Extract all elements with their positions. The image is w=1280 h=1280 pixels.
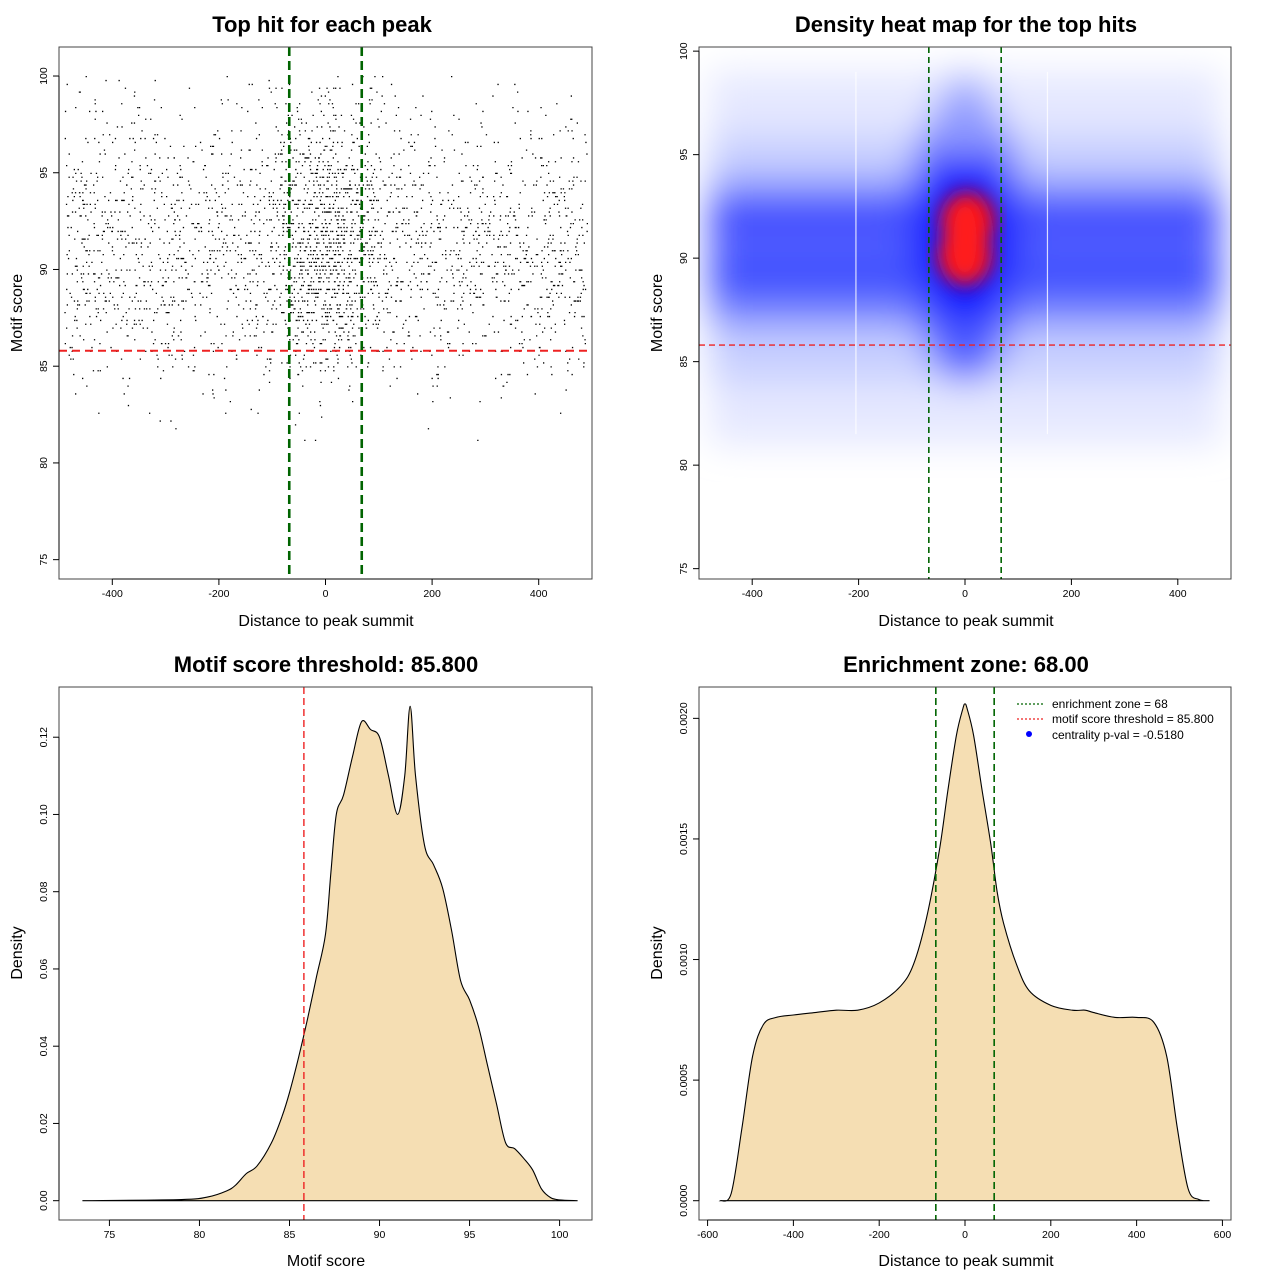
distance-density-x-axis: -600 -400 -200 0 200 400 600 — [697, 1219, 1232, 1241]
scatter-x-label: Distance to peak summit — [238, 613, 414, 630]
distance-density-y-tick-label: 0.0005 — [678, 1064, 690, 1096]
heatmap-y-label: Motif score — [649, 274, 666, 352]
score-density-x-tick-label: 90 — [374, 1229, 386, 1241]
distance-density-x-tick-label: 400 — [1128, 1229, 1146, 1241]
legend: enrichment zone = 68 motif score thresho… — [1017, 697, 1214, 742]
heatmap-x-tick-label: 400 — [1169, 588, 1187, 600]
distance-density-y-tick-label: 0.0015 — [678, 823, 690, 855]
heatmap-x-tick-label: -400 — [742, 588, 763, 600]
scatter-y-tick-label: 75 — [38, 554, 50, 566]
distance-density-x-tick-label: 600 — [1214, 1229, 1232, 1241]
distance-density-y-tick-label: 0.0010 — [678, 943, 690, 975]
scatter-x-tick-label: -200 — [208, 588, 229, 600]
scatter-y-tick-label: 100 — [38, 67, 50, 85]
score-density-y-tick-label: 0.02 — [38, 1113, 50, 1134]
heatmap-title: Density heat map for the top hits — [795, 12, 1137, 37]
score-density-x-tick-label: 80 — [194, 1229, 206, 1241]
scatter-y-tick-label: 90 — [38, 263, 50, 275]
score-density-x-axis: 75 80 85 90 95 100 — [104, 1219, 569, 1241]
scatter-x-tick-label: 0 — [323, 588, 329, 600]
distance-density-y-tick-label: 0.0020 — [678, 702, 690, 734]
distance-density-x-tick-label: 0 — [962, 1229, 968, 1241]
scatter-y-tick-label: 80 — [38, 457, 50, 469]
legend-enrichment-label: enrichment zone = 68 — [1052, 697, 1168, 711]
legend-threshold-label: motif score threshold = 85.800 — [1052, 712, 1214, 726]
scatter-panel: Top hit for each peak -400 -200 0 200 400 75… — [9, 12, 593, 630]
score-density-y-tick-label: 0.10 — [38, 804, 50, 825]
scatter-x-tick-label: -400 — [102, 588, 123, 600]
distance-density-x-tick-label: 200 — [1042, 1229, 1060, 1241]
distance-density-y-tick-label: 0.0000 — [678, 1184, 690, 1216]
scatter-y-axis: 75 80 85 90 95 100 — [38, 67, 60, 566]
scatter-y-label: Motif score — [9, 274, 26, 352]
legend-centrality-label: centrality p-val = -0.5180 — [1052, 728, 1184, 742]
score-density-y-axis: 0.00 0.02 0.04 0.06 0.08 0.10 0.12 — [38, 727, 60, 1211]
distance-density-y-axis: 0.0000 0.0005 0.0010 0.0015 0.0020 — [678, 702, 700, 1217]
heatmap-panel: Density heat map for the top hits -400 -2… — [649, 12, 1232, 630]
distance-density-y-label: Density — [649, 926, 666, 979]
scatter-y-tick-label: 95 — [38, 167, 50, 179]
score-density-y-label: Density — [9, 926, 26, 979]
distance-density-x-tick-label: -600 — [697, 1229, 718, 1241]
score-density-y-tick-label: 0.08 — [38, 881, 50, 902]
distance-density-panel: Enrichment zone: 68.00 -600 -400 -200 0 200 4… — [649, 652, 1232, 1270]
scatter-x-tick-label: 400 — [530, 588, 548, 600]
scatter-point-cloud — [64, 76, 588, 441]
distance-density-title: Enrichment zone: 68.00 — [843, 652, 1089, 677]
score-density-x-tick-label: 85 — [284, 1229, 296, 1241]
heatmap-x-tick-label: 0 — [962, 588, 968, 600]
heatmap-y-tick-label: 75 — [678, 563, 690, 575]
scatter-y-tick-label: 85 — [38, 360, 50, 372]
scatter-title: Top hit for each peak — [212, 12, 432, 37]
heatmap-y-tick-label: 90 — [678, 252, 690, 264]
heatmap-hot-core — [944, 193, 986, 286]
heatmap-x-tick-label: -200 — [848, 588, 869, 600]
heatmap-x-label: Distance to peak summit — [878, 613, 1054, 630]
score-density-x-tick-label: 100 — [551, 1229, 569, 1241]
heatmap-density — [699, 47, 1231, 579]
heatmap-y-tick-label: 95 — [678, 149, 690, 161]
heatmap-vlines — [928, 47, 1002, 579]
heatmap-y-tick-label: 85 — [678, 356, 690, 368]
enrichment-zone-lines — [935, 687, 995, 1220]
heatmap-x-tick-label: 200 — [1063, 588, 1081, 600]
heatmap-hot-layer — [937, 191, 996, 286]
score-density-y-tick-label: 0.06 — [38, 959, 50, 980]
score-density-y-tick-label: 0.12 — [38, 727, 50, 748]
heatmap-x-axis: -400 -200 0 200 400 — [742, 578, 1187, 600]
heatmap-y-axis: 75 80 85 90 95 100 — [678, 42, 700, 575]
scatter-points — [64, 76, 588, 441]
heatmap-y-tick-label: 80 — [678, 459, 690, 471]
score-density-title: Motif score threshold: 85.800 — [174, 652, 478, 677]
score-density-y-tick-label: 0.00 — [38, 1190, 50, 1211]
scatter-vlines — [287, 47, 364, 579]
heatmap-center-upper — [935, 71, 995, 176]
legend-centrality-marker — [1026, 731, 1032, 737]
score-density-panel: Motif score threshold: 85.800 75 80 85 90 95… — [9, 652, 593, 1270]
distance-density-area — [718, 703, 1210, 1202]
distance-density-x-label: Distance to peak summit — [878, 1253, 1054, 1270]
distance-density-x-tick-label: -200 — [869, 1229, 890, 1241]
score-density-area — [82, 705, 578, 1202]
score-density-x-tick-label: 95 — [464, 1229, 476, 1241]
score-density-y-tick-label: 0.04 — [38, 1036, 50, 1057]
score-density-x-tick-label: 75 — [104, 1229, 116, 1241]
score-density-x-label: Motif score — [287, 1253, 365, 1270]
heatmap-y-tick-label: 100 — [678, 42, 690, 60]
scatter-x-axis: -400 -200 0 200 400 — [102, 578, 548, 600]
distance-density-x-tick-label: -400 — [783, 1229, 804, 1241]
scatter-x-tick-label: 200 — [423, 588, 441, 600]
